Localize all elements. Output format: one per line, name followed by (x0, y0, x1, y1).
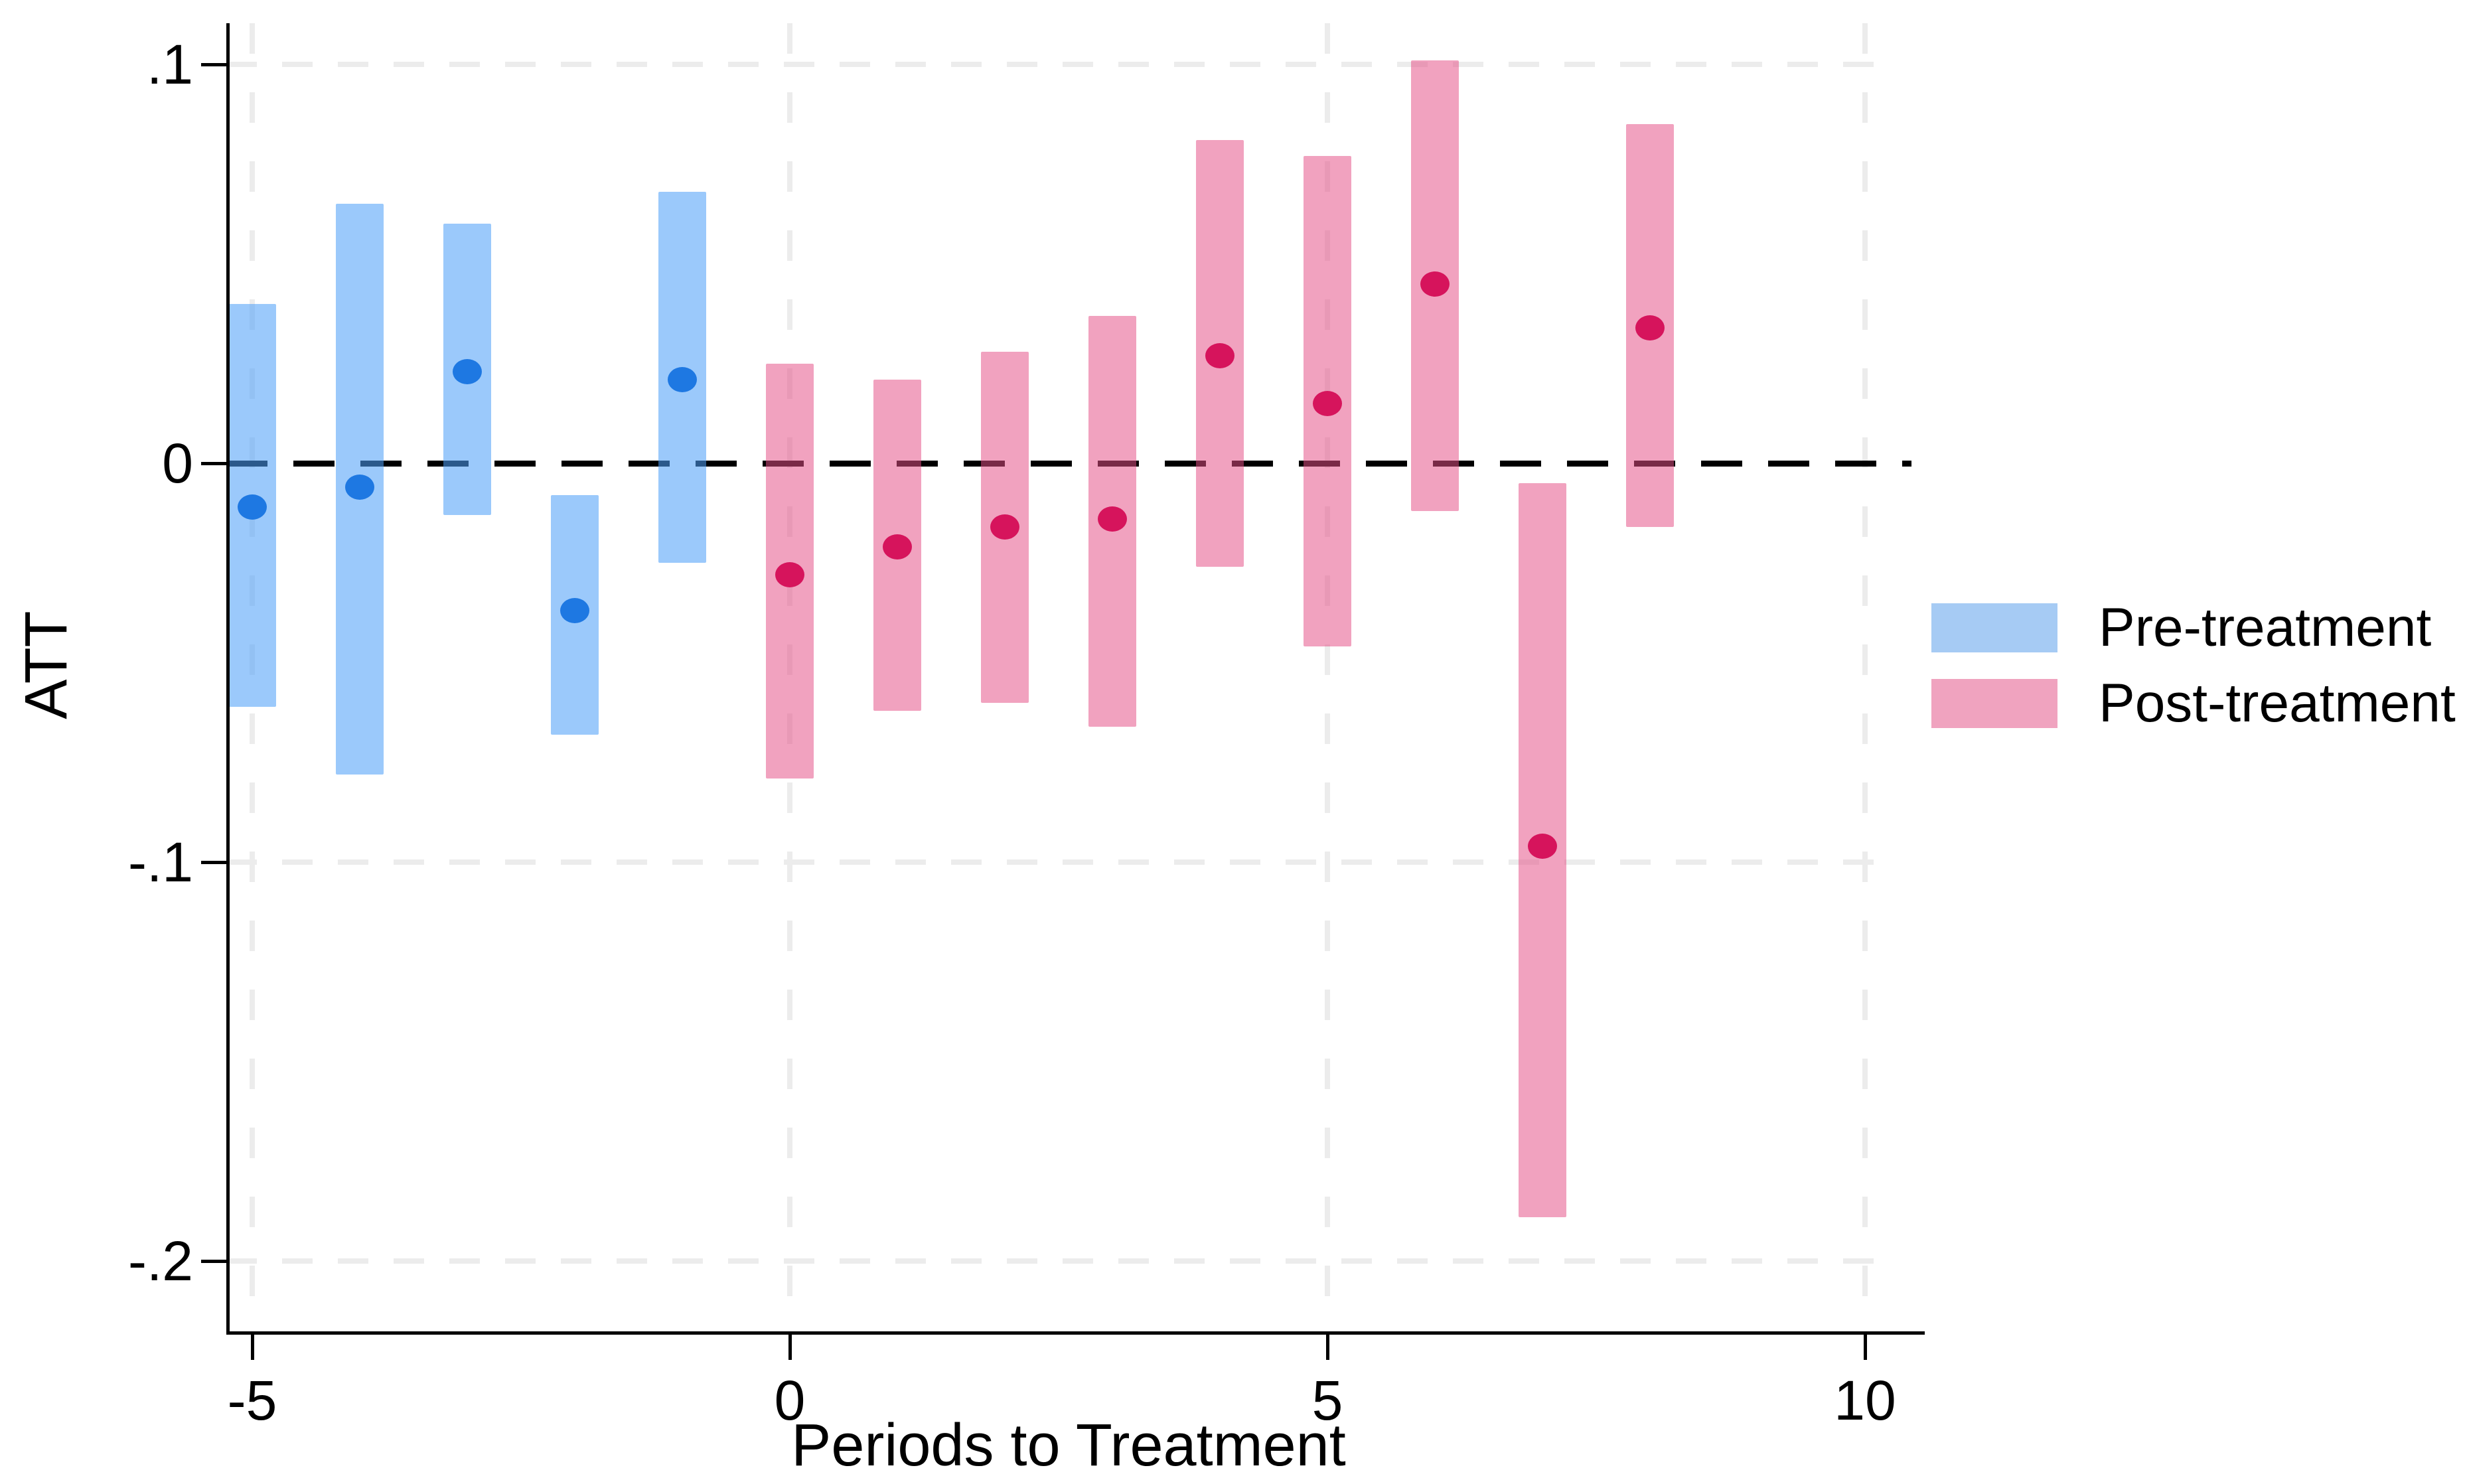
y-tick-label: -.1 (127, 831, 193, 893)
x-tick-label: 5 (1311, 1369, 1343, 1432)
x-tick-label: 10 (1834, 1369, 1896, 1432)
zero-reference-line (226, 461, 1911, 467)
y-tick-label: .1 (146, 33, 193, 96)
point-estimate-dot (1098, 506, 1127, 532)
y-tick-label: -.2 (127, 1230, 193, 1292)
point-estimate-dot (453, 358, 482, 384)
point-estimate-dot (238, 494, 267, 520)
y-tick (201, 63, 226, 66)
point-estimate-dot (345, 475, 374, 500)
point-estimate-dot (1528, 833, 1557, 859)
legend-label: Post-treatment (2099, 673, 2456, 733)
x-tick (251, 1335, 254, 1360)
x-tick-label: -5 (227, 1369, 277, 1432)
x-axis-title: Periods to Treatment (791, 1412, 1346, 1479)
point-estimate-dot (775, 562, 804, 588)
x-tick-label: 0 (774, 1369, 806, 1432)
point-estimate-dot (668, 366, 697, 392)
point-estimate-dot (560, 598, 589, 624)
x-tick (1864, 1335, 1867, 1360)
horizontal-gridline (226, 1258, 1890, 1264)
point-estimate-dot (1420, 271, 1450, 297)
vertical-gridline (1325, 23, 1330, 1331)
legend-row: Post-treatment (1931, 674, 2456, 733)
legend-swatch (1931, 603, 2057, 652)
y-axis-title: ATT (13, 611, 80, 719)
point-estimate-dot (990, 514, 1019, 540)
x-tick (1326, 1335, 1329, 1360)
y-tick-label: 0 (162, 432, 193, 494)
vertical-gridline (1862, 23, 1868, 1331)
legend-swatch (1931, 679, 2057, 728)
y-tick (201, 462, 226, 465)
legend-label: Pre-treatment (2099, 597, 2432, 658)
horizontal-gridline (226, 62, 1890, 67)
x-tick (788, 1335, 792, 1360)
point-estimate-dot (883, 534, 912, 560)
point-estimate-dot (1635, 315, 1665, 340)
y-tick (201, 1260, 226, 1263)
y-axis-line (226, 23, 230, 1335)
legend-row: Pre-treatment (1931, 599, 2431, 657)
x-axis-line (226, 1331, 1925, 1335)
y-tick (201, 861, 226, 864)
point-estimate-dot (1313, 390, 1342, 416)
horizontal-gridline (226, 859, 1890, 865)
point-estimate-dot (1205, 342, 1234, 368)
